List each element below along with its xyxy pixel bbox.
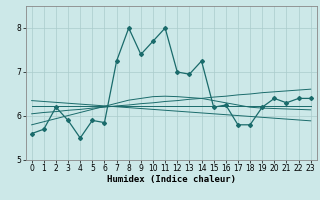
X-axis label: Humidex (Indice chaleur): Humidex (Indice chaleur) [107, 175, 236, 184]
